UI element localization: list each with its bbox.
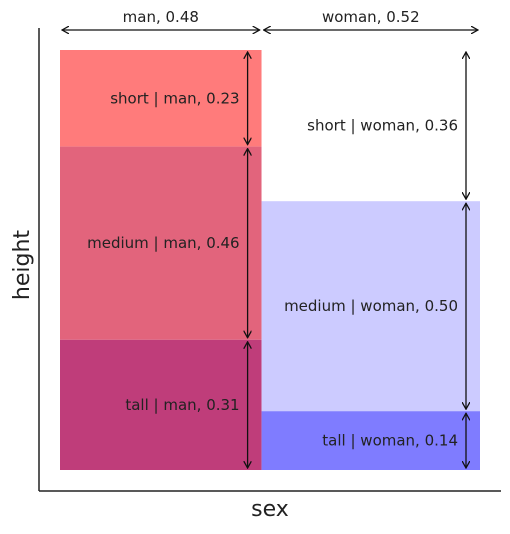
bars-layer [60, 50, 480, 470]
segment-label-medium-woman: medium | woman, 0.50 [284, 297, 458, 315]
column-header-man: man, 0.48 [123, 8, 199, 26]
segment-label-tall-woman: tall | woman, 0.14 [322, 432, 458, 450]
labels-layer: man, 0.48 short | man, 0.23 medium | man, … [87, 8, 458, 450]
segment-label-short-man: short | man, 0.23 [110, 89, 239, 107]
segment-short-man [60, 50, 262, 147]
x-axis-label: sex [251, 497, 289, 522]
column-header-woman: woman, 0.52 [322, 8, 420, 26]
segment-label-medium-man: medium | man, 0.46 [87, 234, 239, 252]
segment-label-short-woman: short | woman, 0.36 [307, 117, 458, 135]
segment-medium-woman [261, 201, 480, 412]
segment-tall-man [60, 339, 262, 470]
y-axis-label: height [10, 230, 35, 300]
segment-label-tall-man: tall | man, 0.31 [125, 396, 239, 414]
arrows-layer [62, 30, 478, 468]
segment-tall-woman [261, 411, 480, 470]
segment-medium-man [60, 146, 262, 340]
axes-layer: sex height [10, 28, 501, 522]
segment-short-woman [261, 50, 480, 202]
